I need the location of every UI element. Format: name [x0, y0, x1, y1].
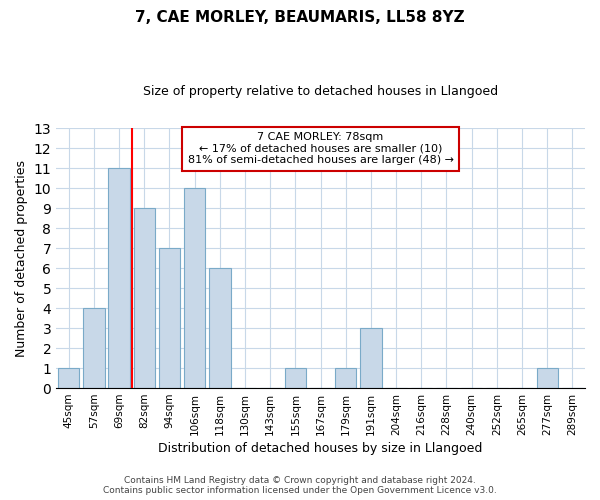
- Bar: [284, 368, 306, 388]
- Bar: [335, 368, 356, 388]
- Text: 7, CAE MORLEY, BEAUMARIS, LL58 8YZ: 7, CAE MORLEY, BEAUMARIS, LL58 8YZ: [135, 10, 465, 25]
- X-axis label: Distribution of detached houses by size in Llangoed: Distribution of detached houses by size …: [158, 442, 483, 455]
- Y-axis label: Number of detached properties: Number of detached properties: [15, 160, 28, 356]
- Title: Size of property relative to detached houses in Llangoed: Size of property relative to detached ho…: [143, 85, 498, 98]
- Bar: [58, 368, 79, 388]
- Bar: [536, 368, 558, 388]
- Bar: [83, 308, 104, 388]
- Bar: [159, 248, 180, 388]
- Text: 7 CAE MORLEY: 78sqm
← 17% of detached houses are smaller (10)
81% of semi-detach: 7 CAE MORLEY: 78sqm ← 17% of detached ho…: [188, 132, 454, 166]
- Bar: [360, 328, 382, 388]
- Bar: [109, 168, 130, 388]
- Bar: [184, 188, 205, 388]
- Text: Contains HM Land Registry data © Crown copyright and database right 2024.
Contai: Contains HM Land Registry data © Crown c…: [103, 476, 497, 495]
- Bar: [134, 208, 155, 388]
- Bar: [209, 268, 230, 388]
